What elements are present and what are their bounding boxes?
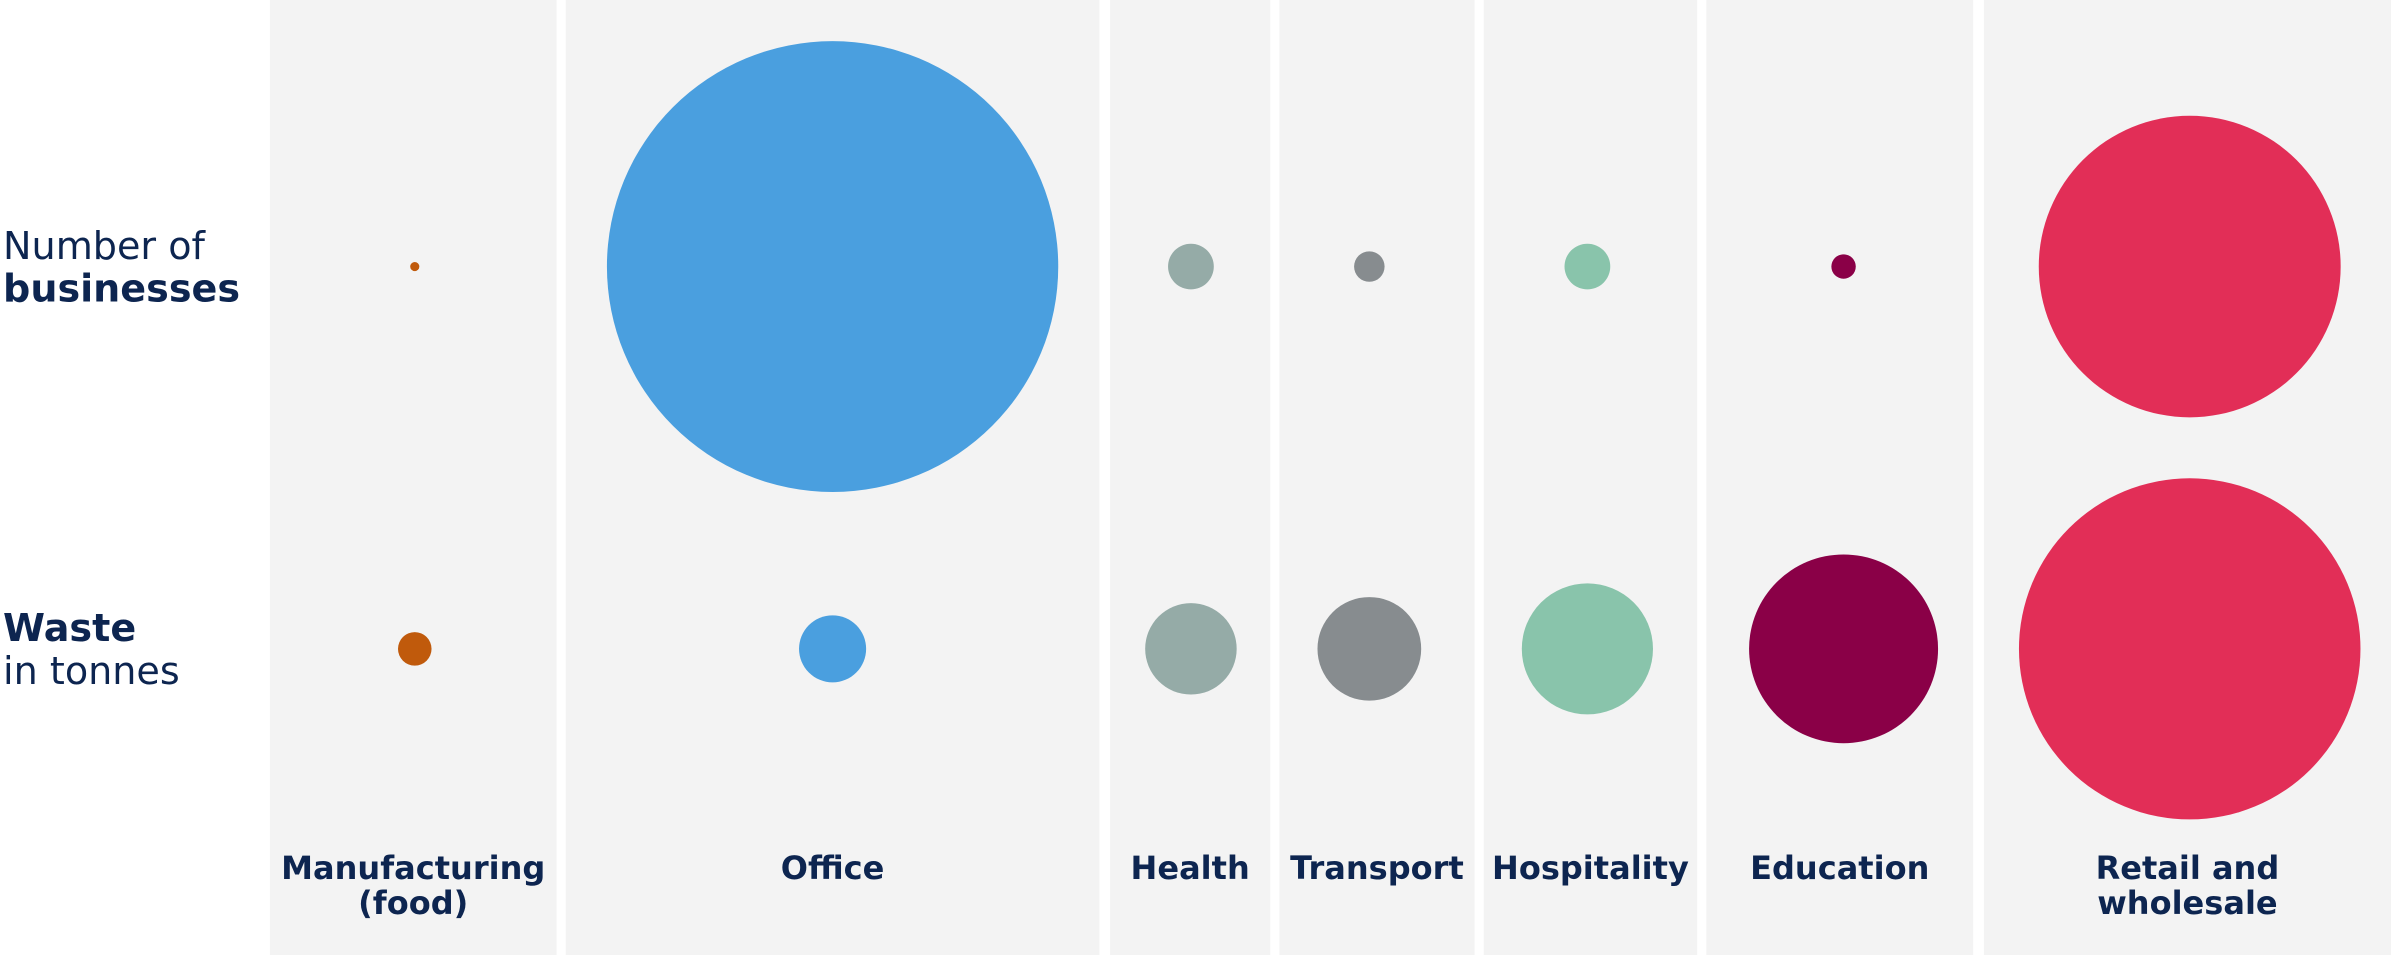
category-label: Office	[781, 849, 885, 887]
bubble	[1831, 254, 1856, 279]
category-label: Hospitality	[1492, 849, 1689, 887]
bubble	[606, 41, 1059, 492]
category-label: Retail and	[2096, 849, 2280, 887]
bubble	[1521, 583, 1653, 715]
row-label-line: Waste	[3, 606, 136, 650]
category-label: (food)	[358, 884, 468, 922]
panels	[269, 0, 2391, 955]
bubble	[397, 632, 432, 666]
row-label: Waste in tonnes	[3, 606, 180, 693]
panel	[1279, 0, 1475, 955]
category-label: Education	[1750, 849, 1929, 887]
row-label-line: businesses	[3, 267, 240, 311]
row-label-line: Number of	[3, 224, 206, 268]
panel	[1110, 0, 1271, 955]
bubble	[1354, 251, 1385, 282]
bubble	[1168, 243, 1214, 290]
bubble	[410, 261, 420, 272]
panel	[1706, 0, 1974, 955]
bubble	[1749, 554, 1939, 744]
panel	[1483, 0, 1698, 955]
bubble	[799, 615, 867, 683]
bubble	[1564, 243, 1611, 290]
bubble	[1317, 597, 1422, 701]
category-label: Health	[1131, 849, 1250, 887]
panel	[269, 0, 557, 955]
row-label: Number of businesses	[3, 224, 240, 311]
category-label: Transport	[1290, 849, 1464, 887]
bubble	[2038, 115, 2341, 418]
category-label: Manufacturing	[281, 849, 545, 887]
bubble	[2018, 478, 2361, 820]
bubble	[1145, 603, 1237, 695]
category-label: wholesale	[2097, 884, 2277, 922]
row-label-line: in tonnes	[3, 649, 180, 693]
